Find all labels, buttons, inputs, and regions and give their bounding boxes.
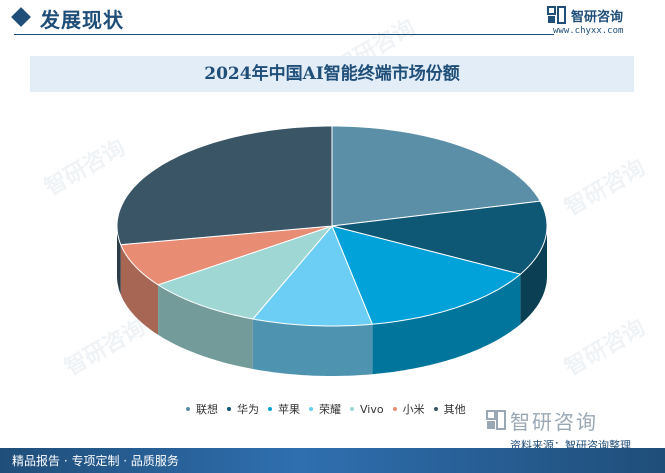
legend-swatch bbox=[433, 407, 438, 411]
legend-label: 其他 bbox=[443, 403, 466, 416]
footer-brand-name: 智研咨询 bbox=[510, 410, 598, 434]
legend-item: 小米 bbox=[392, 401, 425, 417]
legend-item: 苹果 bbox=[268, 401, 300, 417]
footer-logo-icon bbox=[486, 410, 506, 430]
legend-swatch bbox=[309, 407, 313, 411]
legend-swatch bbox=[186, 407, 190, 411]
pie-side-苹果 bbox=[372, 274, 521, 375]
legend-item: 荣耀 bbox=[309, 401, 341, 417]
pie-slice-小米 bbox=[120, 225, 333, 286]
brand-logo-icon bbox=[547, 6, 566, 24]
legend-item: 华为 bbox=[227, 401, 259, 417]
legend-label: 联想 bbox=[196, 403, 218, 416]
brand-url: www.chyxx.com bbox=[553, 26, 624, 36]
legend-label: 华为 bbox=[237, 403, 259, 416]
legend-swatch bbox=[268, 407, 272, 411]
section-title: 发展现状 bbox=[40, 8, 124, 32]
legend-swatch bbox=[350, 407, 354, 411]
legend-label: 苹果 bbox=[278, 403, 300, 416]
pie-side-小米 bbox=[120, 244, 159, 335]
legend-label: 小米 bbox=[402, 403, 425, 416]
chart-title-bar: 2024年中国AI智能终端市场份额 bbox=[30, 56, 634, 92]
pie-side-荣耀 bbox=[252, 319, 373, 376]
chart-title: 2024年中国AI智能终端市场份额 bbox=[204, 64, 460, 84]
brand: 智研咨询 www.chyxx.com bbox=[547, 4, 647, 40]
legend-item: 其他 bbox=[433, 401, 466, 417]
legend-label: Vivo bbox=[360, 402, 384, 416]
pie-slice-其他 bbox=[116, 125, 333, 246]
pie-slice-荣耀 bbox=[251, 225, 374, 327]
pie-slice-Vivo bbox=[156, 224, 334, 320]
header-divider bbox=[14, 34, 554, 35]
chart-legend: 联想 华为 苹果 荣耀 Vivo 小米 其他 bbox=[186, 401, 466, 417]
legend-item: 联想 bbox=[186, 401, 218, 417]
legend-item: Vivo bbox=[350, 401, 384, 417]
legend-swatch bbox=[227, 407, 231, 411]
pie-side-Vivo bbox=[158, 284, 253, 369]
pie-slice-联想 bbox=[331, 125, 542, 227]
pie-slice-华为 bbox=[331, 200, 548, 275]
legend-label: 荣耀 bbox=[319, 403, 341, 416]
footer-brand: 智研咨询 bbox=[486, 406, 656, 436]
pie-side-华为 bbox=[520, 226, 547, 325]
brand-name: 智研咨询 bbox=[571, 10, 624, 25]
footer-services: 精品报告 · 专项定制 · 品质服务 bbox=[12, 454, 179, 468]
legend-swatch bbox=[392, 407, 397, 411]
header: 发展现状 智研咨询 www.chyxx.com bbox=[0, 0, 665, 40]
pie-slice-苹果 bbox=[331, 225, 522, 325]
footer-bar: 精品报告 · 专项定制 · 品质服务 bbox=[0, 448, 665, 473]
